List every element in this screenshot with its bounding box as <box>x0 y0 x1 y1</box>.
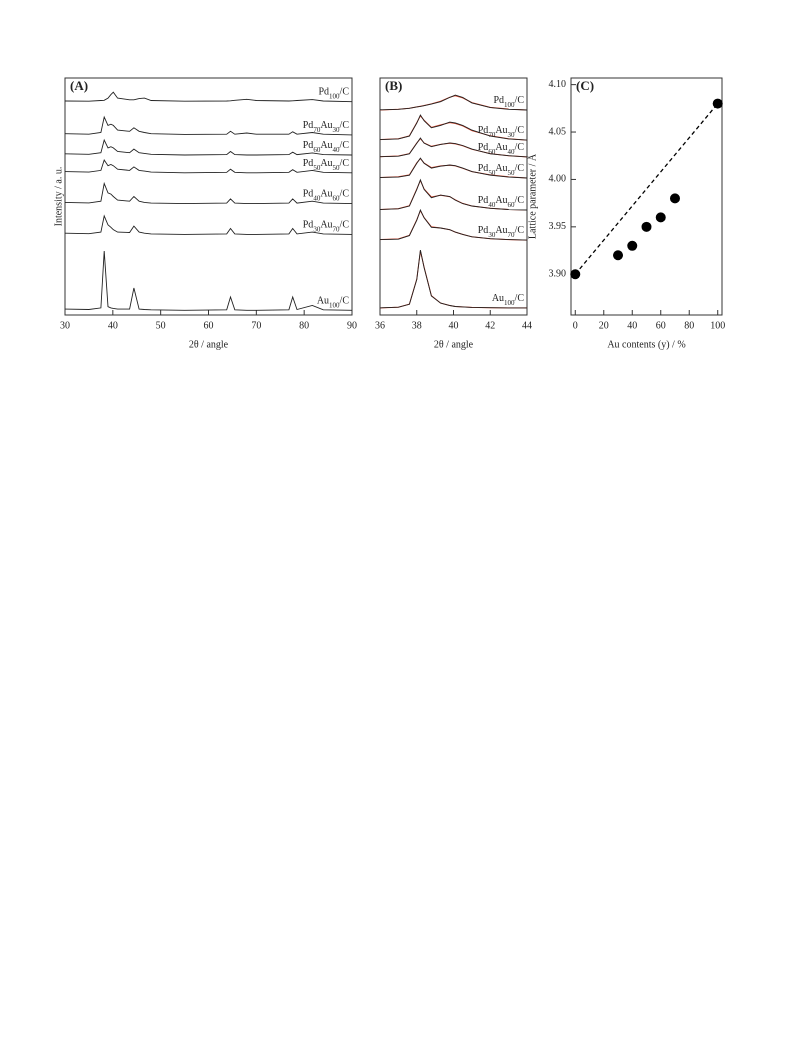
x-tick-label: 44 <box>522 320 532 331</box>
series-label: Pd100/C <box>318 87 349 100</box>
y-tick-label: 3.90 <box>549 269 567 280</box>
series-label: Pd60Au40/C <box>478 142 525 155</box>
series-label: Pd60Au40/C <box>303 140 350 153</box>
x-tick-label: 60 <box>656 320 666 331</box>
x-tick-label: 0 <box>573 320 578 331</box>
x-tick-label: 36 <box>375 320 385 331</box>
x-tick-label: 40 <box>108 320 118 331</box>
series-label: Au100/C <box>317 296 350 309</box>
series-label: Pd40Au60/C <box>478 195 525 208</box>
x-axis-label: 2θ / angle <box>434 339 474 350</box>
pattern-line <box>379 157 528 179</box>
x-tick-label: 60 <box>204 320 214 331</box>
y-tick-label: 4.10 <box>549 79 567 90</box>
pattern-line <box>379 250 527 309</box>
pattern-line <box>64 181 353 205</box>
series-label: Pd70Au30/C <box>478 125 525 138</box>
pattern-line <box>379 208 528 241</box>
y-tick-label: 4.00 <box>549 174 567 185</box>
pattern-line <box>379 137 528 158</box>
x-tick-label: 42 <box>485 320 495 331</box>
pattern-line <box>64 214 353 235</box>
point <box>627 240 638 251</box>
x-tick-label: 100 <box>710 320 725 331</box>
x-axis-label: 2θ / angle <box>189 339 229 350</box>
x-axis-label: Au contents (y) / % <box>607 339 685 350</box>
series-label: Pd50Au50/C <box>478 163 525 176</box>
pattern-line <box>64 158 353 174</box>
x-tick-label: 20 <box>599 320 609 331</box>
y-tick-label: 3.95 <box>549 221 567 232</box>
pattern-line <box>64 250 353 311</box>
x-tick-label: 38 <box>412 320 422 331</box>
x-tick-label: 50 <box>156 320 166 331</box>
point <box>613 250 624 261</box>
y-axis-label: Intensity / a. u. <box>53 167 64 227</box>
point <box>669 193 680 204</box>
point <box>570 269 581 280</box>
plot-frame <box>570 77 723 316</box>
series-label: Au100/C <box>492 293 525 306</box>
panel-title: (A) <box>70 78 88 93</box>
x-tick-label: 80 <box>299 320 309 331</box>
y-axis-label: Lattice parameter / Å <box>526 153 538 239</box>
y-tick-label: 4.05 <box>549 126 567 137</box>
pattern-line <box>379 94 528 111</box>
x-tick-label: 40 <box>449 320 459 331</box>
pattern-line <box>379 114 528 141</box>
x-tick-label: 80 <box>684 320 694 331</box>
series-label: Pd70Au30/C <box>303 120 350 133</box>
x-tick-label: 70 <box>251 320 261 331</box>
panel-title: (B) <box>385 78 402 93</box>
point <box>712 98 723 109</box>
pattern-line <box>64 115 353 136</box>
x-tick-label: 30 <box>60 320 70 331</box>
series-label: Pd30Au70/C <box>303 220 350 233</box>
x-tick-label: 40 <box>627 320 637 331</box>
series-label: Pd30Au70/C <box>478 225 525 238</box>
point <box>655 212 666 223</box>
panel-title: (C) <box>576 78 594 93</box>
reference-line <box>574 103 719 275</box>
pattern-line <box>64 138 353 156</box>
pattern-line <box>379 178 528 211</box>
x-tick-label: 90 <box>347 320 357 331</box>
point <box>641 221 652 232</box>
pattern-line <box>64 91 353 103</box>
series-label: Pd50Au50/C <box>303 158 350 171</box>
series-label: Pd100/C <box>493 95 524 108</box>
series-label: Pd40Au60/C <box>303 189 350 202</box>
